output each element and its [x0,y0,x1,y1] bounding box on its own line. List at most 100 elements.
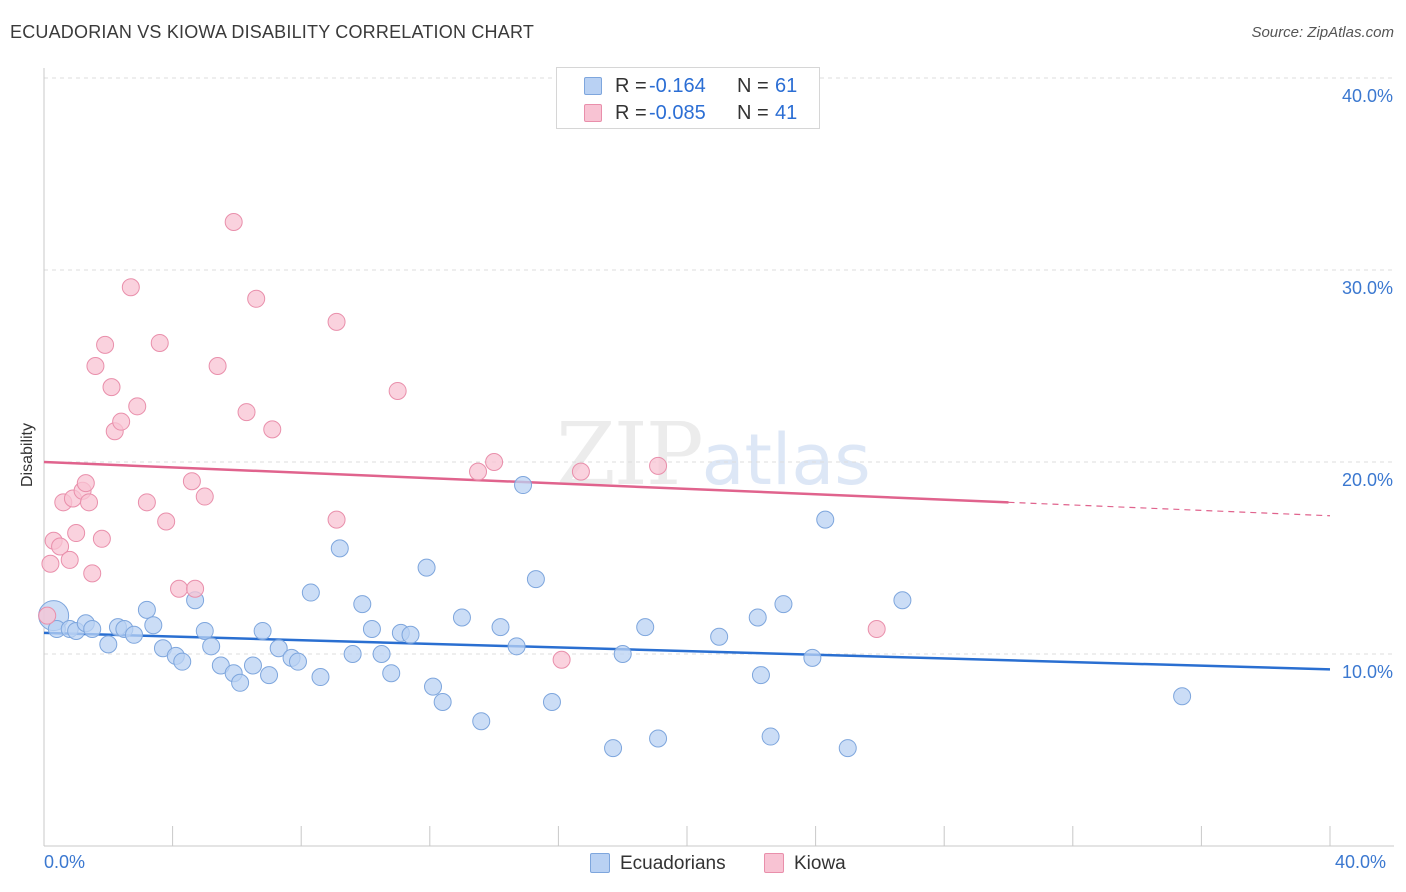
stats-row-ecuadorians: R = -0.164 N = 61 [557,74,819,98]
source-note: Source: ZipAtlas.com [1251,24,1394,41]
data-point [401,625,420,644]
data-point [76,474,95,493]
data-point [288,652,307,671]
series-ecuadorians [38,476,1192,758]
kiowa-swatch [584,104,602,122]
data-point [649,456,668,475]
data-point [60,550,79,569]
data-point [424,677,443,696]
data-point [38,606,57,625]
data-point [748,608,767,627]
data-point [472,712,491,731]
data-point [491,618,510,637]
data-point [507,637,526,656]
series-kiowa [38,213,886,669]
data-point [243,656,262,675]
data-point [83,620,102,639]
data-point [80,493,99,512]
data-point [311,668,330,687]
data-point [83,564,102,583]
data-point [469,462,488,481]
data-point [838,739,857,758]
data-point [231,673,250,692]
y-axis-label: Disability [19,422,36,488]
data-point [327,510,346,529]
kiowa-swatch [764,853,784,873]
data-point [433,693,452,711]
data-points [38,213,1192,758]
data-point [526,570,545,589]
y-tick-label: 40.0% [1341,86,1393,106]
data-point [604,739,623,758]
stats-row-kiowa: R = -0.085 N = 41 [557,101,819,125]
data-point [774,595,793,614]
data-point [542,693,561,711]
data-point [186,579,205,598]
x-tick-label-min: 0.0% [44,852,86,872]
stats-legend: R = -0.164 N = 61 R = -0.085 N = 41 [556,67,820,129]
data-point [893,591,912,610]
legend-item-ecuadorians[interactable]: Ecuadorians [590,852,726,876]
r-label: R = [615,75,647,97]
watermark-atlas: atlas [701,419,871,501]
data-point [195,621,214,640]
data-point [514,476,533,495]
data-point [816,510,835,529]
y-tick-label: 10.0% [1341,662,1393,682]
data-point [1173,687,1192,706]
data-point [301,583,320,602]
data-point [330,539,349,558]
data-point [67,524,86,543]
ecuadorians-swatch [584,77,602,95]
data-point [382,664,401,683]
r-label: R = [615,102,647,124]
data-point [343,645,362,663]
data-point [208,357,227,375]
data-point [128,397,147,416]
data-point [253,621,272,640]
data-point [92,529,111,548]
data-point [710,627,729,646]
data-point [86,357,105,375]
legend-label: Ecuadorians [620,853,726,874]
data-point [102,378,121,397]
x-tick-label-max: 40.0% [1335,852,1387,872]
data-point [99,635,118,654]
y-tick-label: 30.0% [1341,278,1393,298]
data-point [170,579,189,598]
data-point [202,637,221,656]
n-value: 41 [775,102,798,124]
data-point [761,727,780,746]
data-point [96,335,115,354]
data-point [195,487,214,506]
data-point [552,650,571,669]
data-point [327,312,346,331]
data-point [173,652,192,671]
r-value: -0.085 [649,102,706,124]
data-point [636,618,655,637]
data-point [41,554,60,573]
r-value: -0.164 [649,75,706,97]
data-point [137,600,156,619]
legend-item-kiowa[interactable]: Kiowa [764,852,846,876]
data-point [571,462,590,481]
data-point [125,625,144,644]
data-point [388,381,407,400]
data-point [417,558,436,577]
data-point [269,639,288,658]
data-point [157,512,176,531]
data-point [452,608,471,627]
legend-label: Kiowa [794,853,846,874]
data-point [121,278,140,297]
trend-line-ecuadorians [43,631,1331,671]
data-point [263,420,282,439]
data-point [867,620,886,639]
data-point [613,645,632,663]
data-point [112,412,131,431]
trend-lines [43,460,1331,671]
ecuadorians-swatch [590,853,610,873]
gridlines [44,77,1394,655]
data-point [150,333,169,352]
n-value: 61 [775,75,798,97]
data-point [51,537,70,556]
